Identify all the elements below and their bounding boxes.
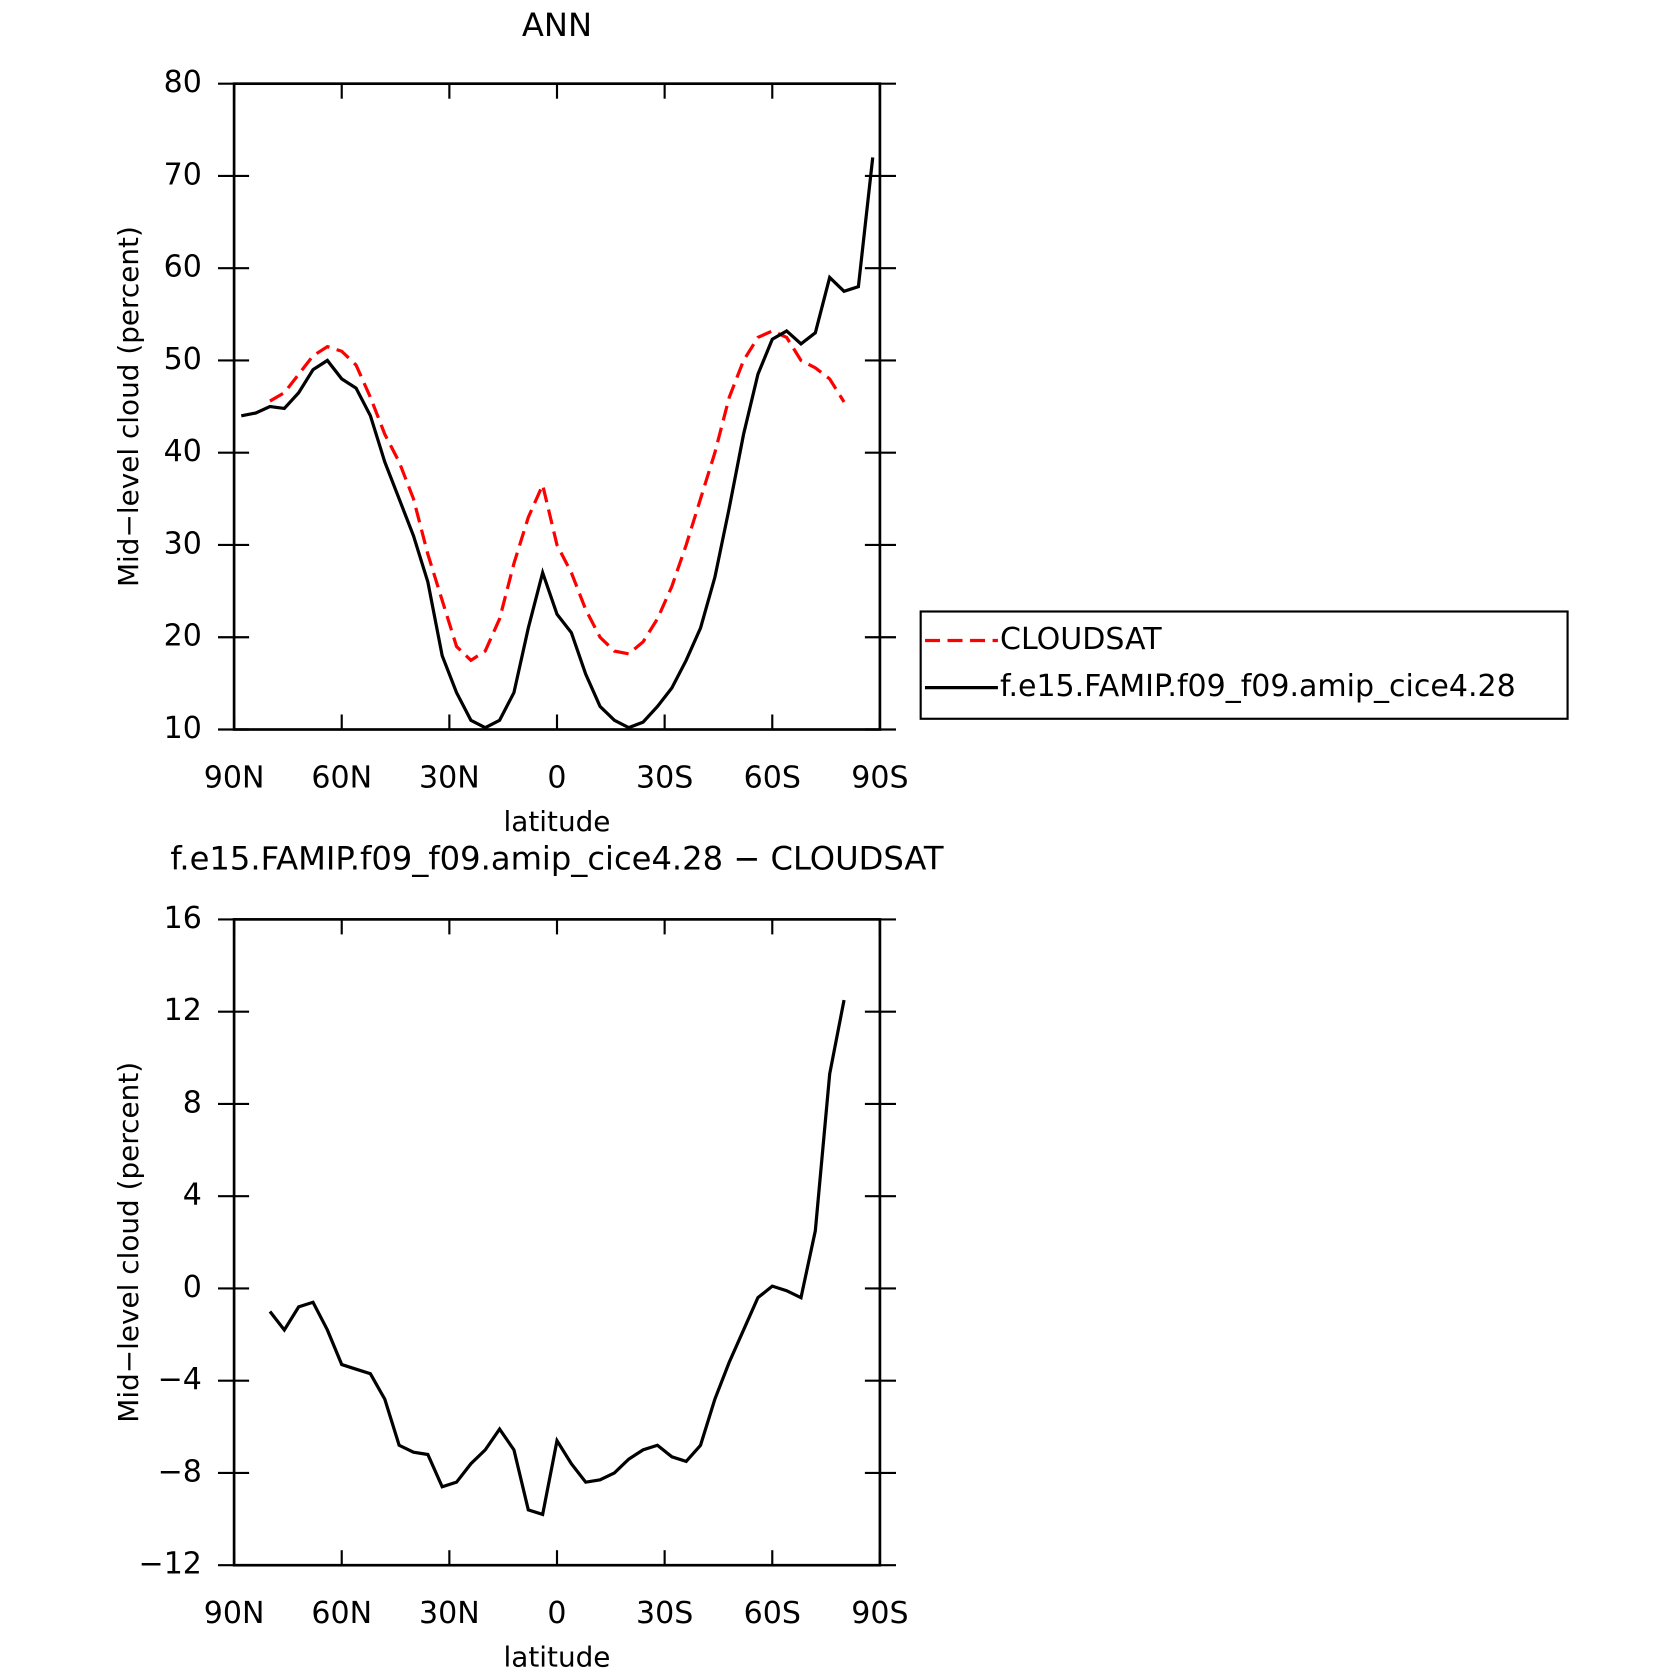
- y-axis-label: Mid−level cloud (percent): [112, 1062, 145, 1423]
- y-tick-label: 4: [183, 1178, 202, 1213]
- x-tick-label: 0: [547, 1596, 566, 1631]
- x-tick-label: 60S: [744, 1596, 801, 1631]
- x-tick-label: 90S: [851, 760, 908, 795]
- y-tick-label: 12: [164, 993, 202, 1028]
- x-axis-label: latitude: [504, 1641, 611, 1674]
- data-line: [269, 329, 846, 663]
- y-tick-label: 10: [164, 711, 202, 746]
- chart-title: f.e15.FAMIP.f09_f09.amip_cice4.28 − CLOU…: [170, 839, 943, 877]
- x-tick-label: 30S: [636, 1596, 693, 1631]
- x-tick-label: 60S: [744, 760, 801, 795]
- x-tick-label: 90N: [204, 760, 265, 795]
- y-tick-label: 16: [164, 901, 202, 936]
- legend-box: [919, 610, 1569, 720]
- y-tick-label: −4: [158, 1362, 202, 1397]
- y-tick-label: 60: [164, 250, 202, 285]
- y-tick-label: 0: [183, 1270, 202, 1305]
- y-tick-label: 8: [183, 1085, 202, 1120]
- x-tick-label: 0: [547, 760, 566, 795]
- y-tick-label: 80: [164, 65, 202, 100]
- x-tick-label: 90S: [851, 1596, 908, 1631]
- x-tick-label: 90N: [204, 1596, 265, 1631]
- x-tick-label: 60N: [311, 1596, 372, 1631]
- x-tick-label: 30S: [636, 760, 693, 795]
- y-tick-label: 70: [164, 157, 202, 192]
- y-axis-label: Mid−level cloud (percent): [112, 226, 145, 587]
- chart-title: ANN: [522, 6, 592, 44]
- y-tick-label: −8: [158, 1454, 202, 1489]
- data-line: [240, 157, 875, 730]
- plot-frame: [232, 918, 882, 1567]
- plot-frame: [232, 82, 882, 731]
- y-tick-label: −12: [139, 1547, 202, 1582]
- y-tick-label: 50: [164, 342, 202, 377]
- legend-label: f.e15.FAMIP.f09_f09.amip_cice4.28: [1000, 669, 1516, 704]
- x-tick-label: 30N: [419, 760, 480, 795]
- data-line: [268, 999, 846, 1517]
- legend-label: CLOUDSAT: [1000, 622, 1162, 657]
- y-tick-label: 40: [164, 434, 202, 469]
- y-tick-label: 30: [164, 526, 202, 561]
- x-tick-label: 30N: [419, 1596, 480, 1631]
- x-axis-label: latitude: [504, 805, 611, 838]
- x-tick-label: 60N: [311, 760, 372, 795]
- y-tick-label: 20: [164, 619, 202, 654]
